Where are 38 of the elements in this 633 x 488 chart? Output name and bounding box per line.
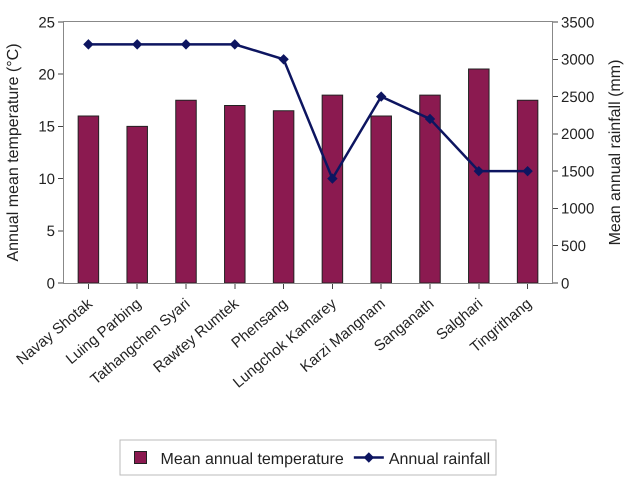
- bar: [175, 100, 197, 283]
- bar: [322, 94, 344, 283]
- legend-label: Mean annual temperature: [160, 450, 344, 468]
- y-tick-label: 0: [46, 275, 55, 292]
- point: [522, 166, 533, 176]
- legend-label: Annual rainfall: [388, 450, 490, 468]
- bar: [370, 115, 392, 283]
- point: [83, 39, 94, 50]
- y2-tick-label: 0: [561, 275, 570, 292]
- y-tick-label: 25: [38, 14, 55, 32]
- y2-tick-label: 3500: [561, 14, 594, 32]
- point: [474, 166, 484, 176]
- point: [230, 39, 240, 50]
- point: [376, 91, 386, 102]
- point: [424, 114, 436, 124]
- y2-tick-label: 500: [561, 238, 586, 255]
- y-tick-label: 20: [38, 66, 55, 84]
- point: [327, 173, 338, 184]
- y-tick-label: 5: [46, 223, 55, 240]
- y2-tick-label: 2000: [561, 126, 594, 144]
- y2-tick-label: 3000: [561, 52, 594, 69]
- point: [180, 39, 192, 50]
- y2-axis-title: Mean annual rainfall (mm): [607, 60, 624, 246]
- point: [132, 39, 142, 50]
- y2-tick-label: 1000: [561, 200, 594, 218]
- bar: [468, 68, 490, 283]
- y2-tick-label: 1500: [561, 163, 594, 180]
- bar: [419, 94, 441, 283]
- bar: [272, 110, 294, 283]
- y-tick-label: 15: [38, 118, 55, 136]
- point: [278, 54, 289, 64]
- bar: [126, 126, 148, 283]
- y2-tick-label: 2500: [561, 88, 594, 106]
- y-axis-title: Annual mean temperature (°C): [5, 43, 22, 262]
- bar: [224, 105, 246, 283]
- bar: [78, 115, 100, 283]
- bar: [516, 100, 538, 283]
- y-tick-label: 10: [38, 170, 55, 188]
